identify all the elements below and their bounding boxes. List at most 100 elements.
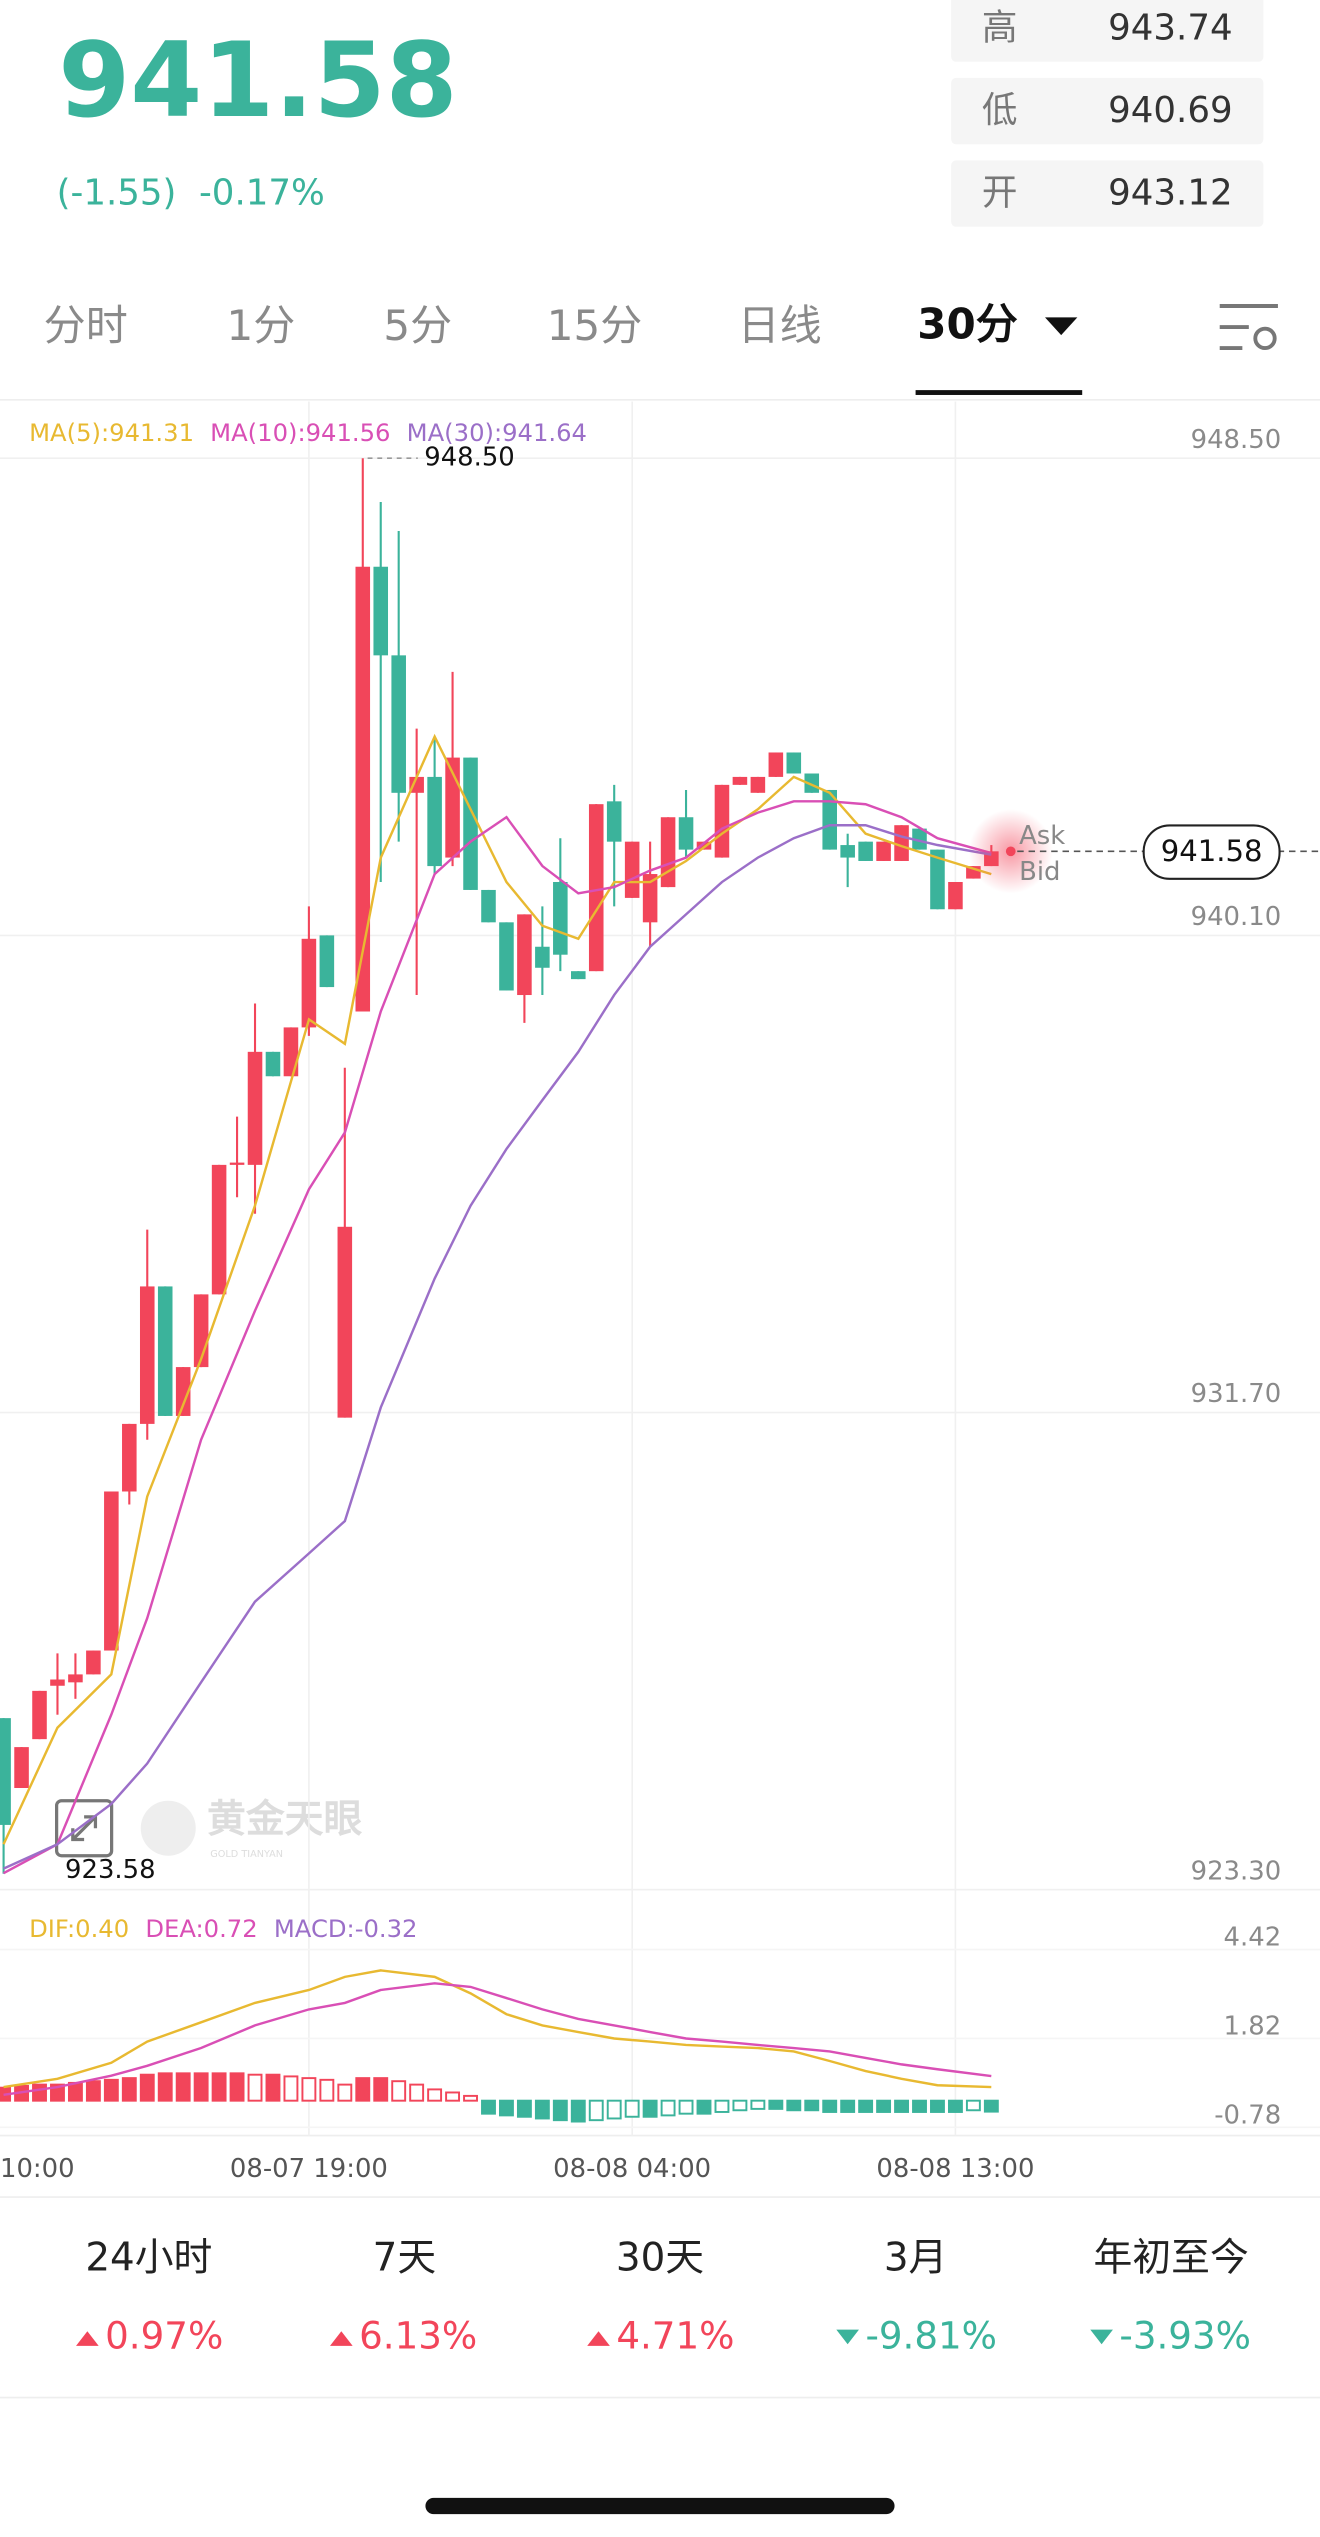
candle-body [517, 914, 532, 996]
candle-body [822, 789, 837, 850]
candle-body [337, 1226, 353, 1418]
candle-body [553, 881, 568, 955]
stat-label: 开 [982, 172, 1018, 213]
macd-bar [750, 2099, 766, 2110]
candle-body [840, 845, 855, 858]
stat-label: 低 [982, 90, 1018, 131]
macd-bar [103, 2078, 119, 2102]
candle-body [319, 935, 335, 988]
price-change: (-1.55) [57, 172, 177, 213]
arrow-down [1090, 2329, 1113, 2345]
y-tick-label: 940.10 [1191, 902, 1282, 932]
tab[interactable]: 15分 [547, 301, 643, 350]
macd-bar [355, 2077, 371, 2102]
candle-body [535, 946, 550, 968]
stat-box [951, 77, 1264, 145]
candle-body [786, 752, 802, 774]
period-label: 3月 [884, 2236, 948, 2281]
last-price-tag-text: 941.58 [1161, 834, 1263, 868]
x-tick-label: 08-08 04:00 [553, 2154, 711, 2184]
candle-body [912, 828, 927, 850]
y-tick-label: 4.42 [1224, 1923, 1282, 1953]
macd-bar [139, 2073, 155, 2102]
period-label: 年初至今 [1094, 2236, 1249, 2281]
stat-label: 高 [982, 7, 1018, 48]
watermark: 黄金天眼 [207, 1797, 362, 1842]
stat-value: 943.74 [1108, 7, 1233, 48]
candle-body [355, 566, 371, 1012]
candle-body [409, 776, 424, 793]
candle-body [32, 1690, 47, 1740]
candle-body [175, 1367, 191, 1416]
macd-bar [121, 2077, 137, 2102]
y-tick-label: -0.78 [1214, 2101, 1281, 2131]
tab[interactable]: 日线 [738, 301, 822, 350]
line [3, 1982, 992, 2096]
period-label: 30天 [616, 2236, 704, 2281]
x-tick-label: 08-07 19:00 [230, 2154, 388, 2184]
candle-body [157, 1286, 173, 1416]
dropdown-arrow[interactable] [1045, 317, 1078, 336]
macd-bar [157, 2072, 173, 2102]
tab[interactable]: 1分 [226, 301, 295, 350]
tab[interactable]: 5分 [383, 301, 452, 350]
candle-body [229, 1162, 245, 1165]
line [2, 733, 992, 1845]
candle-body [571, 971, 586, 980]
y-tick-label: 1.82 [1224, 2012, 1282, 2042]
candle-body [122, 1423, 137, 1492]
candle-body [804, 773, 820, 793]
macd-bar [912, 2099, 927, 2113]
macd-bar [32, 2083, 47, 2102]
candle-body [14, 1747, 29, 1788]
macd-bar [588, 2099, 604, 2122]
macd-bar [499, 2099, 514, 2117]
macd-bar [85, 2080, 101, 2102]
candle-body [768, 752, 784, 777]
macd-bar [516, 2099, 532, 2118]
macd-bar [534, 2099, 550, 2120]
macd-bar [822, 2099, 838, 2113]
candle-body [606, 801, 622, 842]
macd-bar [642, 2099, 658, 2118]
candle-body [373, 566, 389, 656]
macd-bar [319, 2078, 335, 2102]
macd-bar [552, 2099, 568, 2122]
settings-icon[interactable] [1219, 304, 1278, 350]
macd-bar [247, 2073, 263, 2102]
candle-body [0, 1718, 11, 1825]
legend-entry: MACD:-0.32 [274, 1914, 418, 1943]
tab[interactable]: 分时 [44, 301, 128, 350]
legend-entry: MA(5):941.31 [29, 418, 194, 447]
stat-box [951, 0, 1264, 62]
arrow-up [587, 2331, 610, 2346]
candle-body [211, 1164, 227, 1295]
tab-active[interactable]: 30分 [917, 300, 1018, 349]
candle-body [660, 817, 676, 888]
macd-bar [337, 2083, 353, 2102]
arrow-up [330, 2331, 353, 2346]
macd-bar [391, 2080, 407, 2102]
legend-entry: DEA:0.72 [145, 1914, 257, 1943]
macd-bar [427, 2088, 443, 2102]
price-change-pct: -0.17% [199, 172, 325, 213]
period-change: 4.71% [616, 2313, 734, 2357]
watermark-sub: GOLD TIANYAN [210, 1849, 283, 1860]
stats: 高 943.74 低 940.69 开 943.12 [951, 0, 1264, 227]
macd-bar [624, 2099, 640, 2118]
x-tick-label: 10:00 [0, 2154, 75, 2184]
candle-body [894, 825, 909, 861]
home-indicator [425, 2497, 895, 2515]
candle-body [104, 1491, 119, 1651]
macd-bar [445, 2091, 461, 2102]
macd-bar [786, 2099, 802, 2112]
macd-bar [983, 2099, 999, 2113]
candle-body [301, 938, 317, 1028]
macd-bar [301, 2077, 317, 2102]
last-price-tag [1142, 824, 1281, 880]
candle-body [463, 757, 478, 890]
tab-underline [915, 390, 1083, 395]
period-change: 6.13% [359, 2313, 477, 2357]
period-change: -3.93% [1119, 2313, 1251, 2357]
